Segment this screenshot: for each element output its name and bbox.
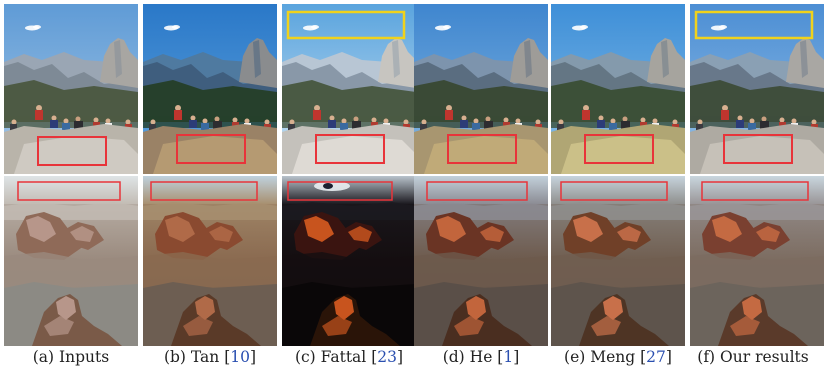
yosemite-image-fattal xyxy=(282,4,416,174)
caption-tag: (b) xyxy=(163,348,186,366)
citation-link[interactable]: 10 xyxy=(230,348,250,366)
yosemite-image-tan xyxy=(143,4,277,174)
caption-method: Tan xyxy=(190,348,220,366)
column-tan: (b) Tan [10] xyxy=(143,0,277,378)
caption-fattal: (c) Fattal [23] xyxy=(294,348,404,366)
caption-he: (d) He [1] xyxy=(442,348,520,366)
citation-link[interactable]: 1 xyxy=(503,348,514,366)
caption-tag: (a) xyxy=(32,348,55,366)
caption-method: Inputs xyxy=(59,348,110,366)
canyon-image-ours xyxy=(690,176,824,346)
caption-tag: (d) xyxy=(442,348,465,366)
canyon-image-he xyxy=(414,176,548,346)
yosemite-image-meng xyxy=(551,4,685,174)
citation-link[interactable]: 27 xyxy=(646,348,666,366)
canyon-image-inputs xyxy=(4,176,138,346)
canyon-image-meng xyxy=(551,176,685,346)
caption-method: He xyxy=(469,348,493,366)
caption-tan: (b) Tan [10] xyxy=(163,348,257,366)
caption-tag: (f) xyxy=(697,348,716,366)
caption-method: Meng xyxy=(590,348,636,366)
caption-ours: (f) Our results xyxy=(678,348,825,366)
caption-method: Fattal xyxy=(320,348,367,366)
column-he: (d) He [1] xyxy=(414,0,548,378)
column-ours: (f) Our results xyxy=(690,0,824,378)
yosemite-image-inputs xyxy=(4,4,138,174)
canyon-image-tan xyxy=(143,176,277,346)
caption-method: Our results xyxy=(720,348,809,366)
canyon-image-fattal xyxy=(282,176,416,346)
caption-tag: (e) xyxy=(564,348,586,366)
column-meng: (e) Meng [27] xyxy=(551,0,685,378)
caption-tag: (c) xyxy=(294,348,316,366)
yosemite-image-he xyxy=(414,4,548,174)
column-inputs: (a) Inputs xyxy=(4,0,138,378)
citation-link[interactable]: 23 xyxy=(377,348,397,366)
yosemite-image-ours xyxy=(690,4,824,174)
column-fattal: (c) Fattal [23] xyxy=(282,0,416,378)
caption-meng: (e) Meng [27] xyxy=(564,348,672,366)
caption-inputs: (a) Inputs xyxy=(0,348,146,366)
